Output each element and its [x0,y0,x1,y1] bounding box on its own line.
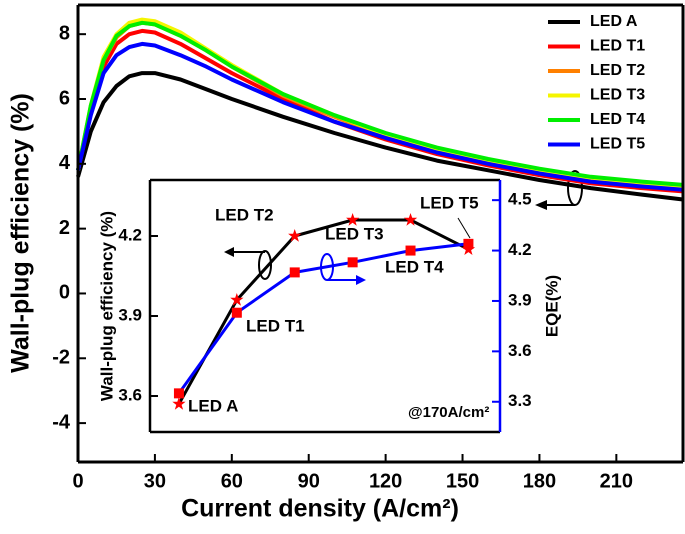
x-axis-label: Current density (A/cm²) [181,495,459,523]
y-tick-label: 6 [59,87,70,109]
star-marker [346,213,360,226]
legend-label: LED T2 [590,62,645,79]
x-tick-label: 180 [523,470,556,492]
annotation: @170A/cm² [408,404,489,421]
y2-tick-label: 3.9 [508,290,532,309]
y-tick-label: 3.6 [118,385,142,404]
annotation: LED A [188,396,238,415]
arrow-head [535,200,547,210]
series-line [76,41,684,192]
y-tick-label: 0 [59,282,70,304]
y2-tick-label: 3.3 [508,391,532,410]
legend-label: LED T4 [590,111,645,128]
pointer [457,217,471,239]
arrow-head [356,275,366,285]
y2-tick-label: 4.2 [508,240,532,259]
square-marker [347,257,358,268]
y-tick-label: 4.2 [118,225,142,244]
arrow-head [224,247,234,257]
annotation: LED T1 [246,316,305,335]
legend-label: LED A [590,13,638,30]
series-line [177,218,470,405]
y2-tick-label: 3.6 [508,341,532,360]
square-marker [173,388,184,399]
x-tick-label: 120 [369,470,402,492]
square-marker [405,245,416,256]
x-tick-label: 60 [221,470,243,492]
x-tick-label: 150 [446,470,479,492]
legend-label: LED T1 [590,38,645,55]
annotation: LED T4 [385,257,444,276]
x-tick-label: 0 [72,470,83,492]
series-line [76,20,684,187]
y-axis-label: Wall-plug efficiency (%) [7,93,35,373]
x-tick-label: 210 [600,470,633,492]
square-marker [289,267,300,278]
annotation: LED T5 [420,193,479,212]
annotation: LED T2 [215,205,274,224]
star-marker [288,229,302,242]
inset-y2-label: EQE(%) [542,275,561,337]
square-marker [463,238,474,249]
inset-background [150,180,500,432]
square-marker [231,307,242,318]
legend-label: LED T5 [590,136,645,153]
star-marker [172,397,186,410]
inset-y-label: Wall-plug efficiency (%) [97,211,116,401]
series-line [76,71,684,202]
series-line [177,242,469,395]
y2-tick-label: 4.5 [508,190,532,209]
y-tick-label: -4 [52,411,71,433]
star-marker [403,213,418,226]
legend-label: LED T3 [590,87,645,104]
x-tick-label: 90 [298,470,320,492]
y-tick-label: 3.9 [118,305,142,324]
y-tick-label: 2 [59,217,70,239]
y-tick-label: 4 [59,152,71,174]
annotation: LED T3 [325,224,384,243]
star-marker [230,293,244,306]
x-tick-label: 30 [144,470,166,492]
y-tick-label: 8 [59,22,70,44]
y-tick-label: -2 [52,347,70,369]
